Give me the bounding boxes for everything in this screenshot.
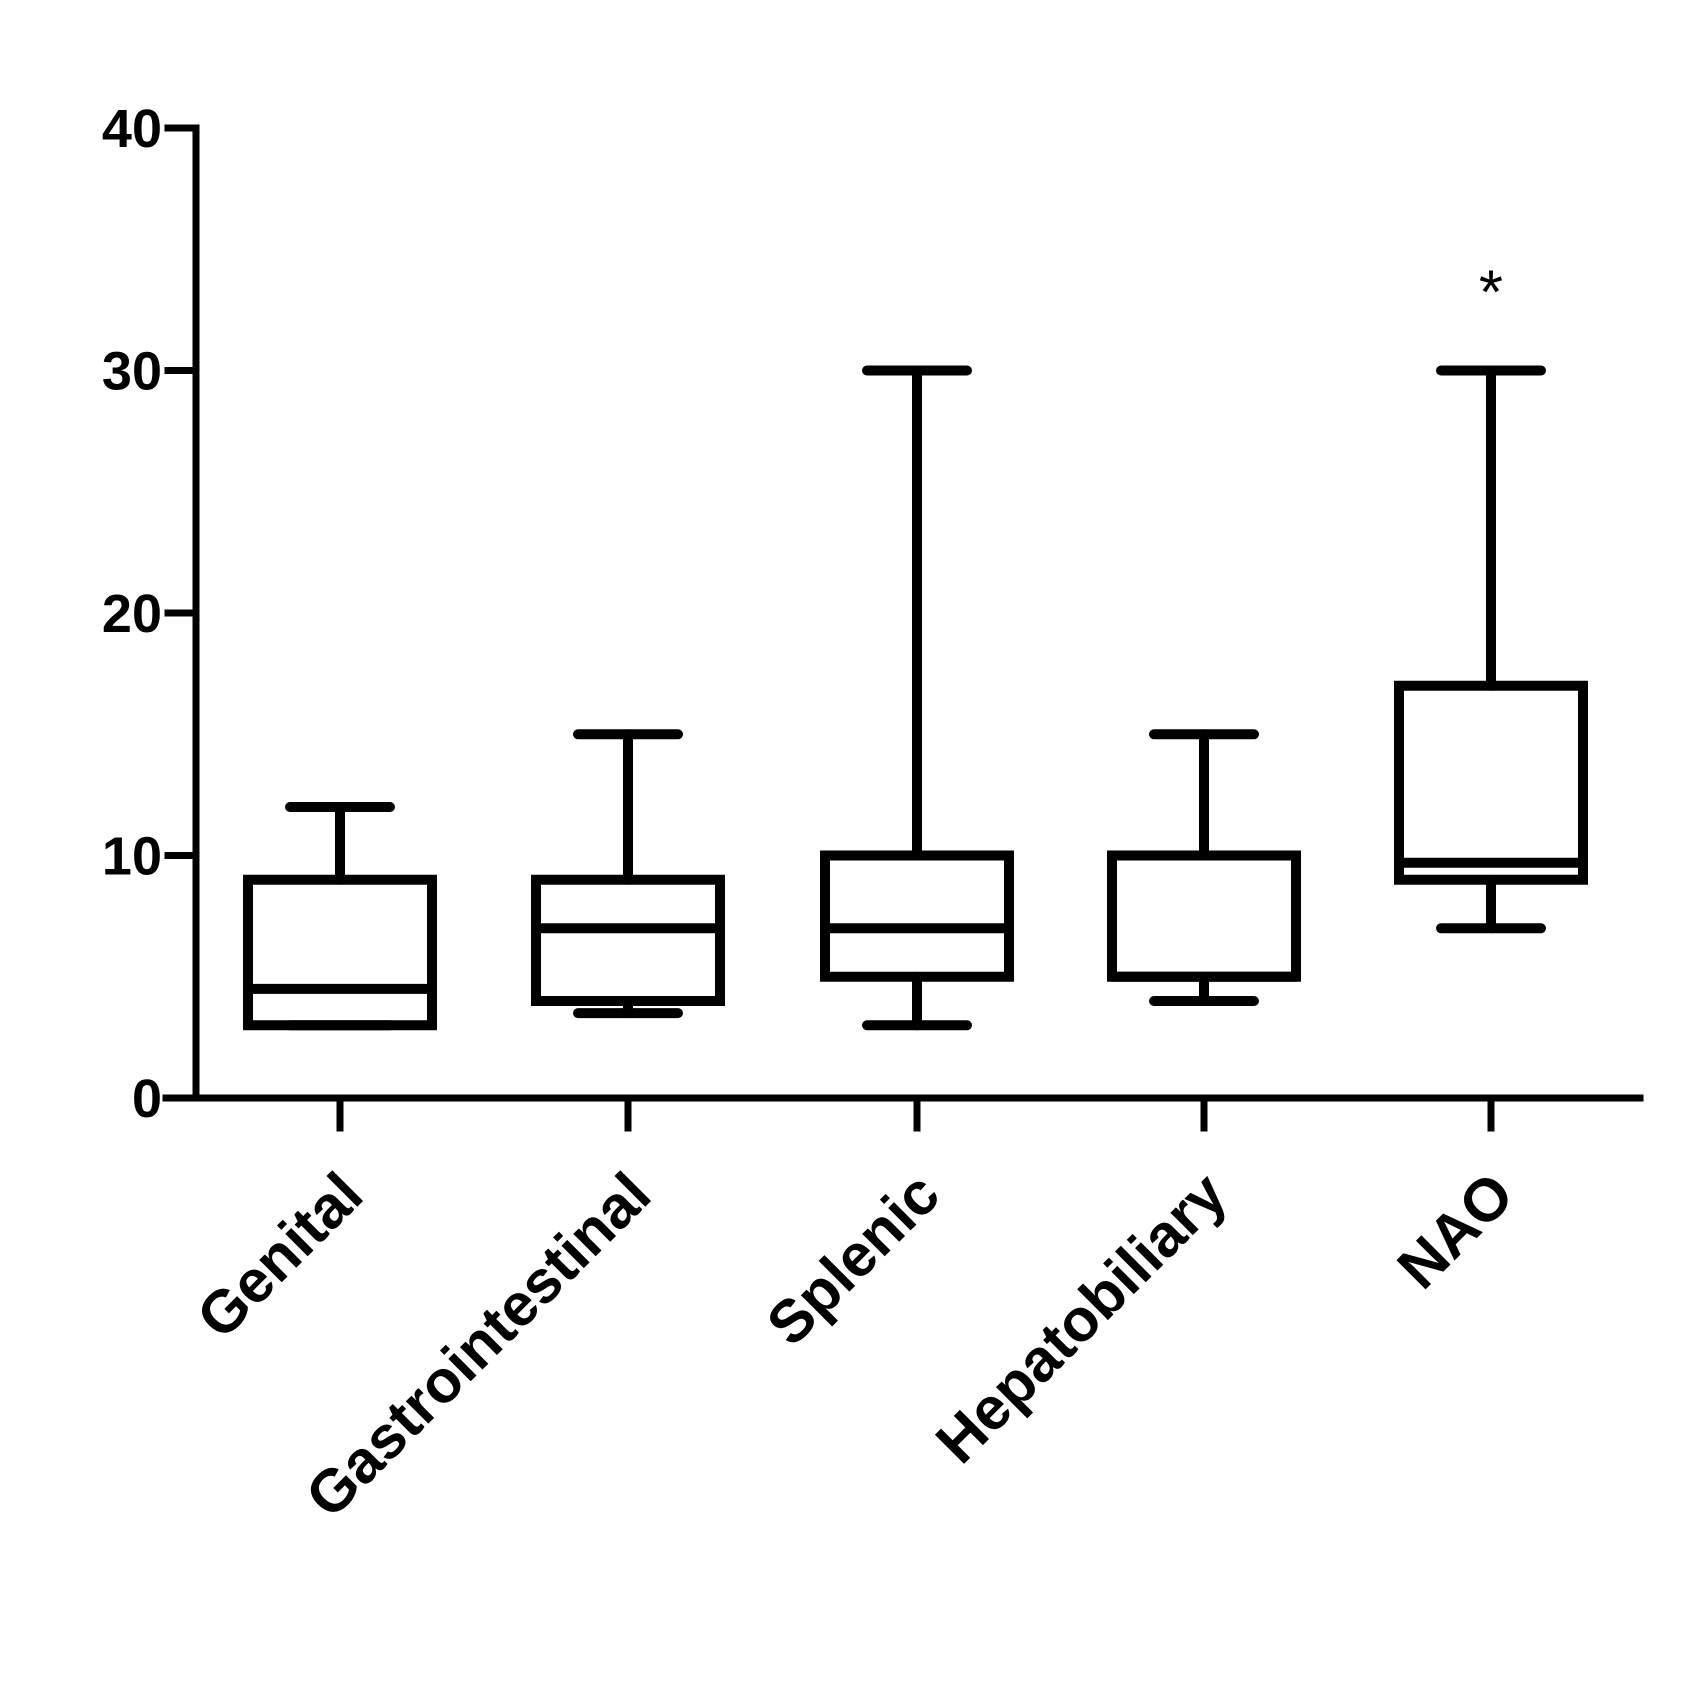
box-genital	[243, 802, 437, 1031]
y-tick-label: 40	[102, 99, 162, 159]
box-iqr	[531, 874, 725, 1006]
box-iqr	[1107, 850, 1301, 982]
y-tick-label: 30	[102, 342, 162, 402]
y-tick-label: 0	[132, 1069, 162, 1129]
x-tick-label: NAO	[1385, 1160, 1527, 1302]
significance-marker: *	[1479, 259, 1503, 328]
boxes	[243, 365, 1588, 1031]
x-tick-label: Splenic	[754, 1160, 952, 1358]
box-gastrointestinal	[531, 729, 725, 1019]
box-nao	[1394, 365, 1588, 934]
annotations: *	[1479, 259, 1503, 328]
box-splenic	[820, 365, 1014, 1031]
box-hepatobiliary	[1107, 729, 1301, 1006]
y-tick-label: 20	[102, 584, 162, 644]
box-iqr	[243, 874, 437, 1031]
y-axis: 0 10 20 30 40	[102, 99, 200, 1129]
box-iqr	[820, 850, 1014, 982]
y-tick-label: 10	[102, 827, 162, 887]
x-tick-label: Genital	[184, 1160, 375, 1351]
x-tick-label: Hepatobiliary	[923, 1159, 1240, 1476]
box-iqr	[1394, 680, 1588, 885]
